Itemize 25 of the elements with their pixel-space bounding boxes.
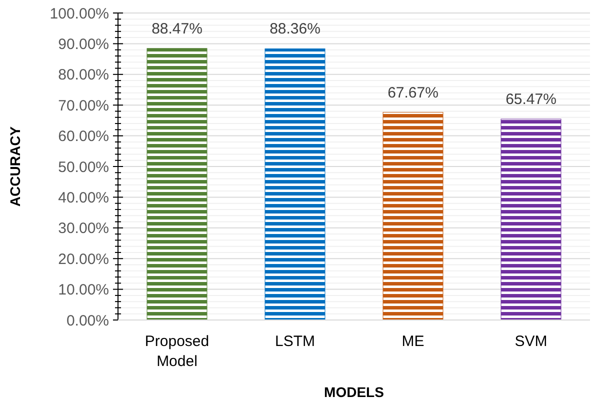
y-tick-label: 10.00%: [58, 282, 109, 299]
y-tick-label: 60.00%: [58, 128, 109, 146]
bar: [500, 118, 562, 320]
x-tick-label: ME: [402, 333, 424, 350]
x-axis-title: MODELS: [324, 384, 384, 400]
y-tick-label: 40.00%: [58, 189, 109, 206]
x-tick-label: SVM: [514, 333, 548, 350]
y-tick-label: 90.00%: [58, 36, 109, 53]
bar: [382, 112, 444, 320]
y-axis-title: ACCURACY: [7, 126, 23, 207]
bar: [264, 48, 326, 320]
y-tick-label: 80.00%: [58, 66, 109, 84]
data-label: 67.67%: [388, 84, 438, 102]
y-tick-label: 70.00%: [58, 97, 109, 114]
data-label: 88.47%: [152, 20, 202, 38]
bar: [146, 48, 208, 320]
data-label: 88.36%: [270, 20, 320, 38]
y-tick-label: 20.00%: [58, 250, 109, 268]
y-tick-label: 50.00%: [58, 158, 109, 176]
data-label: 65.47%: [506, 91, 556, 108]
y-tick-label: 100.00%: [50, 5, 109, 22]
y-tick-label: 30.00%: [58, 220, 109, 238]
y-tick-label: 0.00%: [66, 312, 109, 330]
x-tick-label: Proposed Model: [144, 333, 210, 370]
x-tick-label: LSTM: [274, 333, 316, 350]
